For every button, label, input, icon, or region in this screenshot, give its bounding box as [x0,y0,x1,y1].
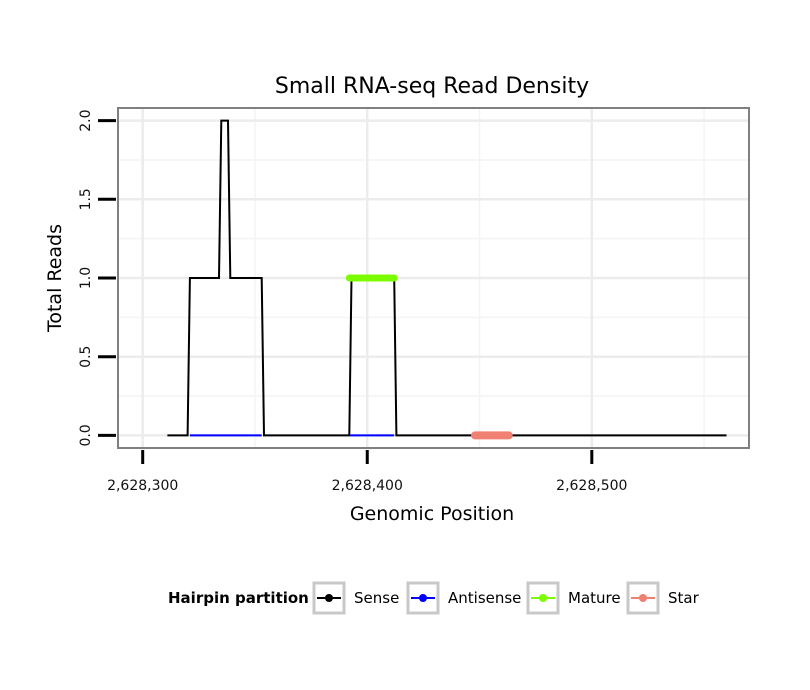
legend-title: Hairpin partition [168,589,309,607]
legend-key-point [539,594,547,602]
x-tick-label: 2,628,500 [556,478,627,494]
legend-key-point [419,594,427,602]
legend-key-point [639,594,647,602]
y-tick-label: 0.5 [78,346,94,368]
legend-label: Antisense [448,589,521,607]
x-axis-title: Genomic Position [350,503,514,525]
y-tick-label: 1.5 [78,188,94,210]
series-layer [167,119,727,440]
y-tick-label: 0.0 [78,424,94,446]
x-tick-label: 2,628,300 [107,478,178,494]
legend-key-point [325,594,333,602]
y-tick-label: 2.0 [78,109,94,131]
legend-item: Antisense [406,581,521,615]
legend-items: Sense Antisense Mature Star [312,581,700,615]
legend-label: Star [668,589,700,607]
legend-item: Mature [526,581,621,615]
legend: Hairpin partition Sense Antisense Mature St… [168,581,700,615]
x-tick-label: 2,628,400 [332,478,403,494]
legend-item: Star [626,581,700,615]
chart-title: Small RNA-seq Read Density [275,74,589,99]
y-tick-label: 1.0 [78,267,94,289]
y-axis: 0.0 0.5 1.0 1.5 2.0 [78,109,116,447]
x-axis: 2,628,300 2,628,400 2,628,500 [107,450,627,494]
y-axis-title: Total Reads [44,224,66,333]
legend-label: Sense [354,589,399,607]
legend-label: Mature [568,589,621,607]
legend-item: Sense [312,581,399,615]
plot-border [117,107,750,449]
